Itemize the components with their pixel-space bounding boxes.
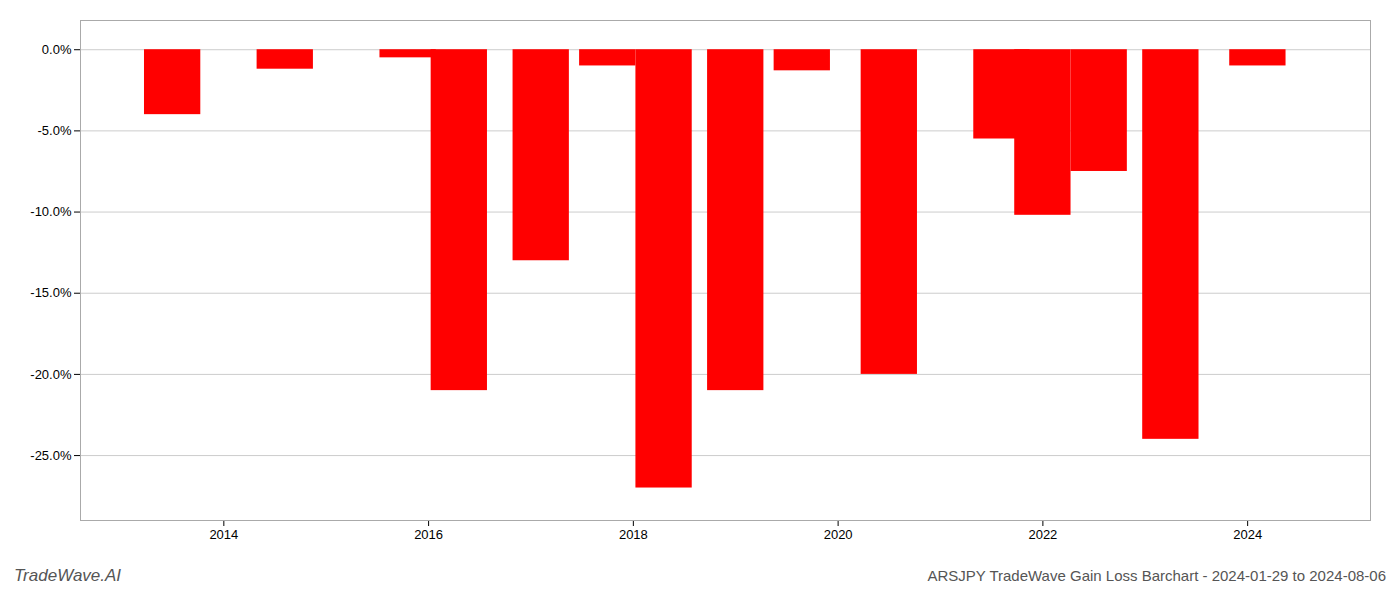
svg-text:0.0%: 0.0% [42,42,72,57]
svg-text:2016: 2016 [414,527,443,542]
svg-text:-15.0%: -15.0% [30,285,72,300]
html-text:TradeWave.AI: TradeWave.AI [14,566,122,585]
svg-text:2024: 2024 [1233,527,1262,542]
svg-text:-20.0%: -20.0% [30,367,72,382]
svg-text:2020: 2020 [824,527,853,542]
html-text:ARSJPY TradeWave Gain Loss Bar: ARSJPY TradeWave Gain Loss Barchart - 20… [927,567,1386,584]
svg-text:-10.0%: -10.0% [30,204,72,219]
svg-text:-5.0%: -5.0% [38,123,72,138]
svg-text:-25.0%: -25.0% [30,448,72,463]
svg-text:2014: 2014 [209,527,238,542]
svg-text:2018: 2018 [619,527,648,542]
svg-text:2022: 2022 [1028,527,1057,542]
